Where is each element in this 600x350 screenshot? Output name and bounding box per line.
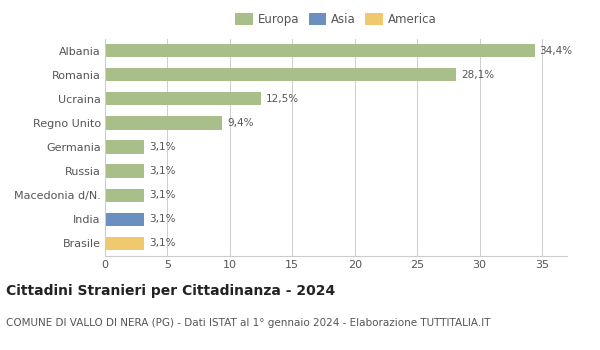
Text: Cittadini Stranieri per Cittadinanza - 2024: Cittadini Stranieri per Cittadinanza - 2… bbox=[6, 284, 335, 298]
Bar bbox=[105, 164, 144, 178]
Bar bbox=[105, 189, 144, 202]
Legend: Europa, Asia, America: Europa, Asia, America bbox=[233, 10, 439, 28]
Bar bbox=[105, 44, 535, 57]
Text: 3,1%: 3,1% bbox=[149, 238, 175, 248]
Text: 9,4%: 9,4% bbox=[227, 118, 254, 128]
Text: 3,1%: 3,1% bbox=[149, 142, 175, 152]
Text: 28,1%: 28,1% bbox=[461, 70, 494, 80]
Text: 3,1%: 3,1% bbox=[149, 214, 175, 224]
Bar bbox=[105, 140, 144, 154]
Text: 3,1%: 3,1% bbox=[149, 190, 175, 200]
Text: COMUNE DI VALLO DI NERA (PG) - Dati ISTAT al 1° gennaio 2024 - Elaborazione TUTT: COMUNE DI VALLO DI NERA (PG) - Dati ISTA… bbox=[6, 318, 491, 329]
Bar bbox=[105, 68, 456, 81]
Text: 34,4%: 34,4% bbox=[539, 46, 572, 56]
Text: 3,1%: 3,1% bbox=[149, 166, 175, 176]
Bar bbox=[105, 92, 261, 105]
Bar bbox=[105, 213, 144, 226]
Text: 12,5%: 12,5% bbox=[266, 94, 299, 104]
Bar bbox=[105, 116, 223, 130]
Bar bbox=[105, 237, 144, 250]
